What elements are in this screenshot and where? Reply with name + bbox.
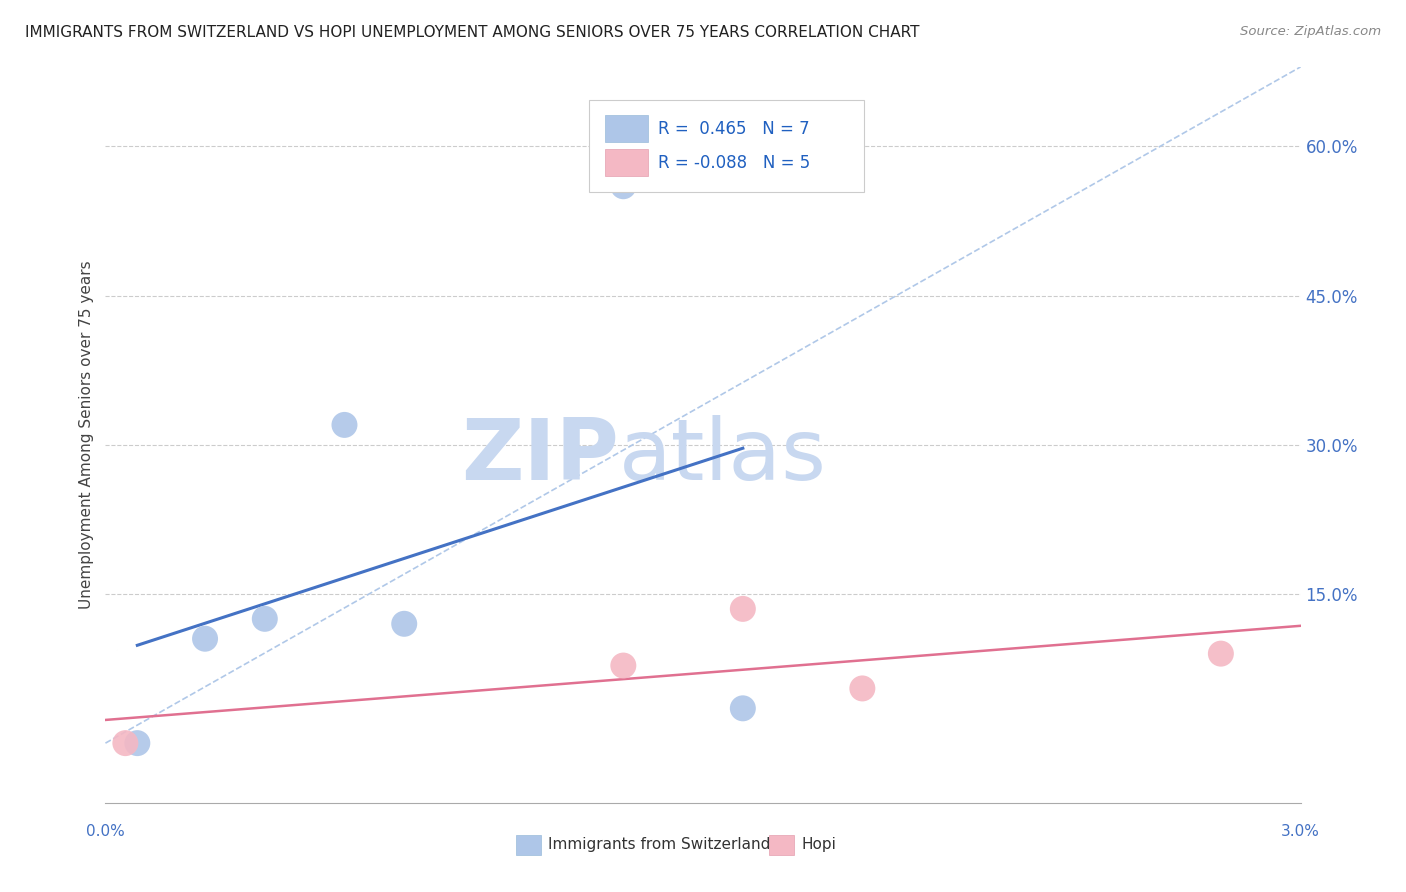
Text: R = -0.088   N = 5: R = -0.088 N = 5 (658, 153, 810, 171)
Text: ZIP: ZIP (461, 416, 619, 499)
Text: atlas: atlas (619, 416, 827, 499)
FancyBboxPatch shape (769, 835, 794, 855)
Point (731, 701, 754, 715)
Text: Hopi: Hopi (801, 838, 837, 852)
Text: 3.0%: 3.0% (1281, 824, 1320, 838)
Point (333, 417, 356, 432)
Text: IMMIGRANTS FROM SWITZERLAND VS HOPI UNEMPLOYMENT AMONG SENIORS OVER 75 YEARS COR: IMMIGRANTS FROM SWITZERLAND VS HOPI UNEM… (25, 25, 920, 40)
Point (392, 616, 416, 631)
Text: 0.0%: 0.0% (86, 824, 125, 838)
FancyBboxPatch shape (605, 115, 648, 142)
Point (612, 179, 634, 194)
Text: Source: ZipAtlas.com: Source: ZipAtlas.com (1240, 25, 1381, 38)
Point (731, 602, 754, 616)
Point (194, 632, 217, 646)
Point (851, 681, 873, 696)
FancyBboxPatch shape (516, 835, 541, 855)
Point (114, 736, 136, 750)
Point (127, 736, 149, 750)
Point (253, 612, 276, 626)
FancyBboxPatch shape (605, 149, 648, 176)
Y-axis label: Unemployment Among Seniors over 75 years: Unemployment Among Seniors over 75 years (79, 260, 94, 609)
Text: R =  0.465   N = 7: R = 0.465 N = 7 (658, 120, 810, 137)
Text: Immigrants from Switzerland: Immigrants from Switzerland (548, 838, 770, 852)
FancyBboxPatch shape (589, 100, 865, 192)
Point (1209, 647, 1232, 661)
Point (612, 658, 634, 673)
